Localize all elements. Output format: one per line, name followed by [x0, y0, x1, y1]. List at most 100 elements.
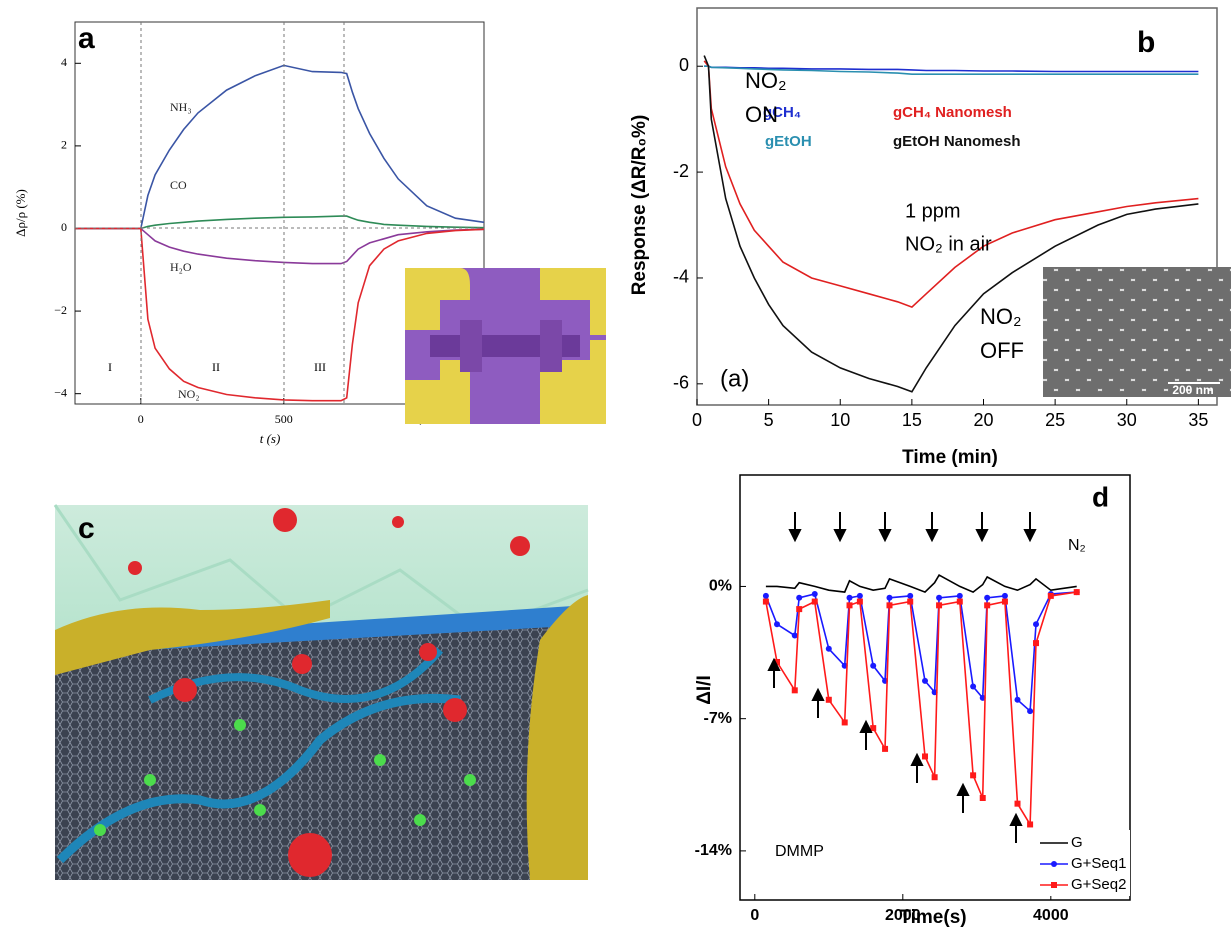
x-tick-label: 35 [1188, 410, 1208, 430]
marker [796, 606, 803, 613]
marker [762, 598, 769, 605]
marker [774, 621, 781, 628]
panel-label: d [1092, 481, 1109, 512]
marker [1014, 800, 1021, 807]
marker [882, 745, 889, 752]
panel-label: b [1137, 26, 1155, 59]
marker [1027, 708, 1034, 715]
x-tick-label: 30 [1117, 410, 1137, 430]
annotation: 1 ppm [905, 200, 961, 222]
arrow-head [910, 752, 924, 766]
x-tick-label: 5 [764, 410, 774, 430]
marker [1047, 592, 1054, 599]
series-label: CO [170, 178, 187, 192]
annotation: III [314, 360, 326, 374]
series-line [75, 227, 485, 265]
annotation: NO₂ [745, 68, 787, 93]
y-tick-label: -14% [695, 842, 732, 859]
series-label: gCH₄ [763, 104, 801, 121]
y-tick-label: 0% [709, 578, 732, 595]
y-tick-label: -4 [673, 267, 689, 287]
arrow-head [956, 782, 970, 796]
series-label: gEtOH Nanomesh [893, 133, 1021, 150]
marker [956, 598, 963, 605]
marker [886, 602, 893, 609]
arrow-head [767, 657, 781, 671]
marker [762, 592, 769, 599]
y-tick-label: −2 [54, 303, 67, 317]
marker [936, 594, 943, 601]
x-tick-label: 25 [1045, 410, 1065, 430]
marker [931, 774, 938, 781]
x-tick-label: 2000 [885, 907, 921, 924]
arrow-head [925, 529, 939, 543]
panel-label: c [78, 512, 95, 545]
marker [791, 632, 798, 639]
exposure-arrows [767, 512, 1037, 843]
series-line [75, 227, 485, 402]
marker [1027, 821, 1034, 828]
legend-label: G [1071, 834, 1083, 851]
marker [1001, 598, 1008, 605]
y-axis-label: Δρ/ρ (%) [13, 189, 28, 237]
arrow-head [878, 529, 892, 543]
inset-sem: 200 nm [1043, 267, 1231, 397]
y-tick-label: −4 [54, 385, 67, 399]
arrow-head [833, 529, 847, 543]
x-axis-label: Time (min) [902, 447, 998, 468]
marker [796, 594, 803, 601]
arrow-head [859, 719, 873, 733]
plot-frame [74, 21, 485, 405]
legend-label: G+Seq2 [1071, 876, 1126, 893]
marker [956, 592, 963, 599]
series-line [765, 574, 1077, 594]
x-tick-label: 4000 [1033, 907, 1069, 924]
series-line [704, 65, 1199, 75]
marker [1001, 592, 1008, 599]
annotation: NO₂ in air [905, 233, 992, 255]
marker [856, 598, 863, 605]
y-tick-label: 0 [679, 55, 689, 75]
x-tick-label: 10 [830, 410, 850, 430]
marker [984, 602, 991, 609]
marker [907, 598, 914, 605]
series-line [75, 64, 485, 230]
annotation: OFF [980, 338, 1024, 363]
marker [1033, 640, 1040, 647]
annotation: DMMP [775, 843, 824, 860]
scale-bar-label: 200 nm [1172, 383, 1213, 397]
series-label: NH₃ [170, 100, 192, 114]
x-tick-label: 20 [973, 410, 993, 430]
y-tick-label: -6 [673, 373, 689, 393]
y-tick-label: -2 [673, 161, 689, 181]
marker [811, 591, 818, 597]
marker [984, 594, 991, 601]
marker [846, 594, 853, 601]
x-tick-label: 0 [138, 412, 144, 426]
marker [1033, 621, 1040, 628]
series-label: NO₂ [178, 387, 200, 401]
plot-frame [739, 474, 1131, 901]
y-tick-label: 2 [61, 138, 67, 152]
y-tick-label: -7% [704, 710, 732, 727]
panel-label: a [78, 22, 95, 55]
arrow-head [975, 529, 989, 543]
marker [870, 662, 877, 669]
marker [907, 592, 914, 599]
series-line [765, 591, 1077, 713]
series-line [703, 60, 1199, 309]
legend-marker [1051, 861, 1057, 867]
series-label: H₂O [170, 260, 192, 274]
annotation: ON [745, 102, 778, 127]
y-tick-label: 0 [61, 220, 67, 234]
annotation: N₂ [1068, 537, 1086, 554]
series-label: gCH₄ Nanomesh [893, 104, 1012, 121]
x-tick-label: 500 [275, 412, 293, 426]
series-label: gEtOH [765, 133, 812, 150]
marker [846, 602, 853, 609]
marker [1073, 589, 1080, 596]
marker [791, 687, 798, 694]
marker [922, 753, 929, 760]
